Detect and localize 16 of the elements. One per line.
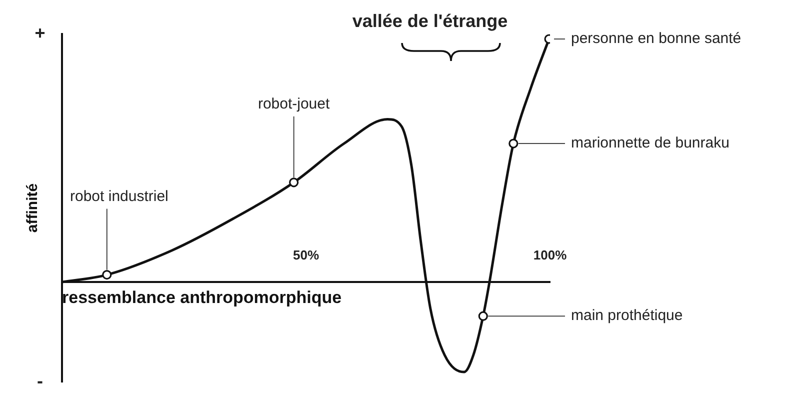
annotation: main prothétique	[571, 307, 683, 324]
point	[102, 270, 112, 280]
annotation: personne en bonne santé	[571, 30, 742, 48]
point	[289, 178, 299, 188]
annotation: marionnette de bunraku	[571, 134, 730, 152]
text: vallée de l'étrange	[352, 10, 508, 31]
point	[478, 311, 488, 321]
text: -	[37, 370, 43, 391]
point	[508, 138, 518, 148]
annotation: robot-jouet	[258, 96, 330, 113]
annotation: robot industriel	[70, 188, 168, 205]
y-axis-title: affinité	[24, 183, 42, 233]
text: +	[34, 22, 46, 43]
x-tick-label: 100%	[533, 247, 568, 262]
x-tick-label: 50%	[292, 247, 320, 262]
x-axis-title: ressemblance anthropomorphique	[62, 288, 342, 307]
